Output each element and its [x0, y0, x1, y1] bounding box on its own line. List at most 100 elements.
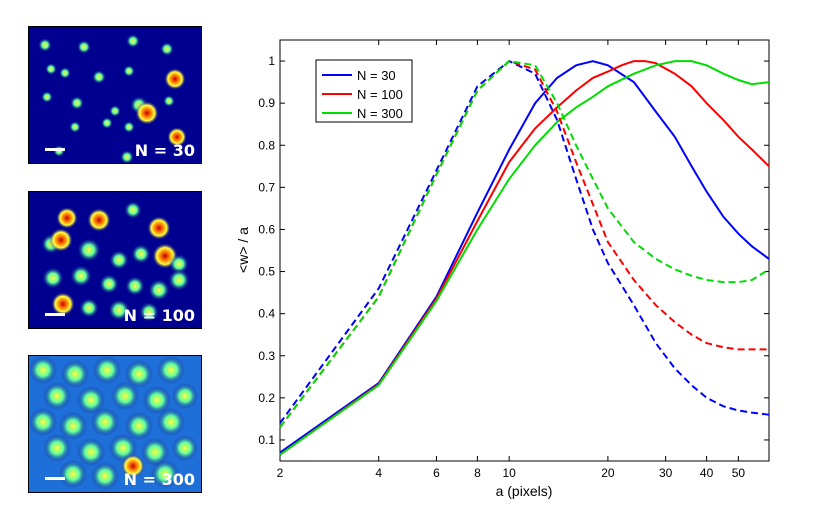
series-line-0 — [279, 60, 770, 454]
x-tick-label: 6 — [433, 466, 440, 480]
y-axis-label: <w> / a — [235, 227, 251, 273]
heatmap-spot — [172, 435, 198, 461]
heatmap-spot — [59, 67, 71, 79]
heatmap-spot — [111, 382, 139, 410]
y-tick-label: 0.2 — [258, 391, 275, 405]
x-tick-label: 50 — [732, 466, 746, 480]
heatmap-spot — [135, 101, 159, 125]
heatmap-spot — [148, 279, 170, 301]
legend-entry: N = 30 — [357, 68, 396, 83]
heatmap-panel-n30: N = 30 — [28, 26, 202, 164]
x-tick-label: 30 — [659, 466, 673, 480]
heatmap-spot — [38, 38, 52, 52]
heatmap-spot — [123, 65, 135, 77]
heatmap-spot — [29, 408, 57, 436]
series-line-2 — [279, 60, 770, 456]
heatmap-spot — [164, 68, 186, 90]
heatmap-spot — [172, 383, 198, 409]
heatmap-spot — [157, 408, 185, 436]
heatmap-spot — [77, 386, 105, 414]
heatmap-spot — [151, 460, 179, 488]
x-tick-label: 8 — [474, 466, 481, 480]
heatmap-spot — [77, 438, 105, 466]
heatmap-spot — [59, 460, 87, 488]
heatmap-spot — [56, 207, 78, 229]
heatmap-spot — [121, 454, 145, 478]
heatmap-spot — [120, 150, 134, 163]
heatmap-spot — [59, 412, 87, 440]
heatmap-spot — [70, 96, 84, 110]
heatmap-n100-image — [41, 201, 190, 322]
heatmap-spot — [139, 302, 159, 322]
scale-bar — [45, 477, 65, 480]
heatmap-spot — [92, 70, 106, 84]
heatmap-spot — [160, 42, 174, 56]
heatmap-spot — [131, 244, 151, 264]
heatmap-spot — [125, 360, 153, 388]
legend-entry: N = 300 — [357, 106, 403, 121]
heatmap-spot — [69, 121, 81, 133]
x-axis-label: a (pixels) — [496, 483, 553, 499]
y-tick-label: 0.4 — [258, 307, 275, 321]
y-tick-label: 0.1 — [258, 433, 275, 447]
scale-bar — [45, 148, 65, 151]
panel-label-n30: N = 30 — [134, 141, 195, 160]
heatmap-spot — [143, 386, 171, 414]
series-line-5-dashed — [279, 60, 770, 428]
heatmap-spot — [77, 40, 91, 54]
heatmap-spot — [99, 274, 119, 294]
heatmap-spot — [45, 63, 57, 75]
heatmap-spot — [123, 121, 135, 133]
x-tick-label: 2 — [277, 466, 284, 480]
heatmap-spot — [42, 267, 64, 289]
legend-box — [315, 59, 413, 123]
y-tick-label: 0.6 — [258, 222, 275, 236]
y-tick-label: 0.9 — [258, 96, 275, 110]
heatmap-spot — [49, 228, 73, 252]
heatmap-spot — [87, 208, 111, 232]
heatmap-spot — [93, 356, 121, 384]
y-tick-label: 0.7 — [258, 180, 275, 194]
heatmap-spot — [109, 250, 129, 270]
scale-bar — [45, 313, 65, 316]
heatmap-spot — [51, 292, 75, 316]
x-tick-label: 4 — [375, 466, 382, 480]
x-tick-label: 20 — [601, 466, 615, 480]
heatmap-spot — [124, 201, 142, 219]
heatmap-spot — [125, 412, 153, 440]
heatmap-n30-image — [38, 34, 187, 163]
heatmap-panel-n100: N = 100 — [28, 191, 202, 329]
panel-label-n300: N = 300 — [123, 470, 195, 489]
heatmap-spot — [157, 356, 185, 384]
heatmap-spot — [101, 117, 113, 129]
heatmap-spot — [43, 382, 71, 410]
heatmap-spot — [109, 105, 121, 117]
heatmap-spot — [41, 91, 53, 103]
heatmap-spot — [43, 434, 71, 462]
heatmap-spot — [91, 408, 119, 436]
heatmap-spot — [77, 238, 101, 262]
heatmap-spot — [168, 269, 190, 291]
heatmap-spot — [70, 265, 92, 287]
heatmap-spot — [141, 438, 169, 466]
heatmap-spot — [108, 299, 130, 321]
legend: N = 30 N = 100 N = 300 — [315, 59, 413, 123]
y-tick-label: 0.8 — [258, 138, 275, 152]
heatmap-spot — [147, 216, 171, 240]
heatmap-spot — [125, 276, 145, 296]
series-line-4-dashed — [279, 59, 769, 428]
heatmap-spot — [167, 127, 187, 147]
heatmap-n300-image — [29, 356, 201, 492]
heatmap-panel-n300: N = 300 — [28, 355, 202, 493]
series-line-3-dashed — [279, 59, 770, 424]
y-tick-label: 0.3 — [258, 349, 275, 363]
y-tick-label: 1 — [268, 54, 275, 68]
heatmap-spot — [169, 254, 189, 274]
y-tick-label: 0.5 — [258, 265, 275, 279]
heatmap-spot — [29, 356, 57, 384]
panel-label-n100: N = 100 — [123, 306, 195, 325]
heatmap-spot — [79, 298, 99, 318]
series-line-1 — [279, 60, 770, 456]
x-tick-label: 10 — [503, 466, 517, 480]
